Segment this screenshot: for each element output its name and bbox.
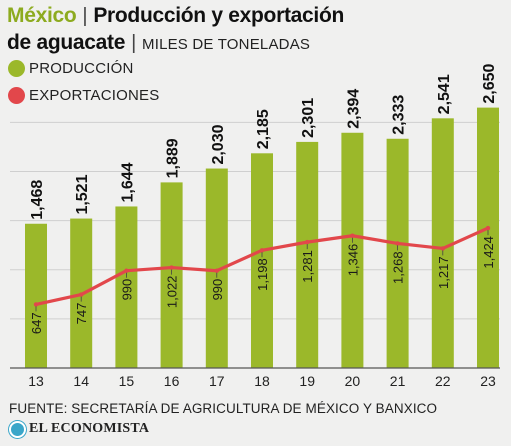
production-value-label: 1,889 xyxy=(165,138,182,178)
exports-value-label: 747 xyxy=(74,303,89,325)
title-line-1: México | Producción y exportación xyxy=(7,4,344,28)
title-line-2: de aguacate | MILES DE TONELADAS xyxy=(7,31,310,55)
production-value-label: 2,301 xyxy=(300,98,317,138)
production-bar xyxy=(296,141,319,368)
production-value-label: 1,468 xyxy=(29,180,46,220)
x-tick-label: 21 xyxy=(390,373,406,389)
legend-production-dot-icon xyxy=(8,59,25,77)
production-bar xyxy=(431,118,454,368)
production-bar xyxy=(341,132,364,368)
legend-item-exports: EXPORTACIONES xyxy=(8,85,159,105)
production-value-label: 2,541 xyxy=(436,74,453,114)
x-tick-label: 15 xyxy=(119,373,135,389)
x-tick-label: 16 xyxy=(164,373,180,389)
logo-globe-icon xyxy=(9,420,26,438)
production-bar xyxy=(386,138,409,368)
legend-production-label: PRODUCCIÓN xyxy=(29,59,134,77)
unit-separator: | xyxy=(131,32,136,54)
x-tick-label: 17 xyxy=(209,373,225,389)
production-bar xyxy=(115,206,138,368)
production-value-label: 1,644 xyxy=(119,162,136,202)
legend-exports-dot-icon xyxy=(8,86,25,104)
exports-value-label: 1,268 xyxy=(391,251,406,284)
exports-point xyxy=(395,241,400,246)
exports-point xyxy=(485,225,491,231)
exports-point xyxy=(169,265,174,270)
production-bar xyxy=(205,168,228,368)
publisher-logo: EL ECONOMISTA xyxy=(9,419,149,439)
unit-label: MILES DE TONELADAS xyxy=(142,36,311,53)
x-tick-label: 14 xyxy=(73,373,89,389)
production-bar xyxy=(477,107,499,369)
production-value-label: 2,650 xyxy=(481,63,498,103)
exports-point xyxy=(124,268,129,273)
exports-value-label: 1,424 xyxy=(481,236,496,269)
production-value-label: 2,333 xyxy=(391,95,408,135)
source-note: FUENTE: SECRETARÍA DE AGRICULTURA DE MÉX… xyxy=(9,401,438,416)
x-tick-label: 22 xyxy=(435,373,451,389)
exports-value-label: 647 xyxy=(29,312,44,334)
exports-value-label: 1,281 xyxy=(300,250,315,283)
legend-item-production: PRODUCCIÓN xyxy=(8,58,134,78)
production-value-label: 2,185 xyxy=(255,109,272,149)
exports-value-label: 1,022 xyxy=(165,276,180,309)
exports-value-label: 990 xyxy=(210,279,225,301)
production-bar xyxy=(25,223,47,368)
production-value-label: 2,030 xyxy=(210,124,227,164)
exports-value-label: 990 xyxy=(119,279,134,301)
x-tick-label: 23 xyxy=(480,373,496,389)
production-bar xyxy=(251,153,273,368)
exports-point xyxy=(214,268,219,273)
exports-point xyxy=(259,248,265,253)
exports-value-label: 1,198 xyxy=(255,258,270,291)
title-text-2: de aguacate xyxy=(7,31,126,54)
production-bar xyxy=(160,182,183,368)
production-value-label: 2,394 xyxy=(345,89,362,129)
production-value-label: 1,521 xyxy=(74,174,91,214)
title-separator: | xyxy=(82,5,88,27)
exports-point xyxy=(350,233,355,238)
exports-point xyxy=(440,246,445,251)
exports-point xyxy=(79,292,84,297)
exports-point xyxy=(305,239,310,245)
x-tick-label: 20 xyxy=(345,373,361,389)
exports-value-label: 1,217 xyxy=(436,256,451,289)
legend-exports-label: EXPORTACIONES xyxy=(29,86,160,104)
exports-value-label: 1,346 xyxy=(345,244,360,277)
exports-point xyxy=(33,302,39,307)
x-tick-label: 13 xyxy=(28,373,44,389)
title-text-1: Producción y exportación xyxy=(93,4,344,27)
title-country: México xyxy=(7,4,77,27)
logo-text: EL ECONOMISTA xyxy=(29,421,150,436)
x-tick-label: 18 xyxy=(254,373,270,389)
x-tick-label: 19 xyxy=(299,373,315,389)
